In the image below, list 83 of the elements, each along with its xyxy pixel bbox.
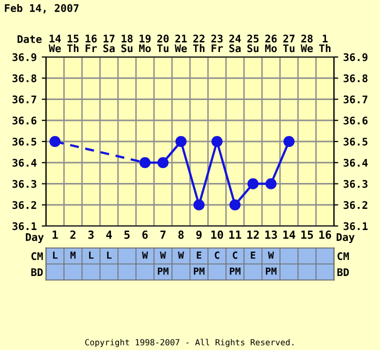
text: C [232, 251, 238, 259]
x-tick-label: 1 Th [319, 34, 330, 52]
point [247, 178, 259, 190]
x-tick-label: 1 [52, 230, 58, 239]
y2-tick-label: 36.6 [344, 116, 368, 124]
y2-tick-label: 36.5 [344, 138, 368, 146]
x-tick-label: 21 We [174, 34, 187, 52]
point [139, 157, 151, 168]
y-tick-label: 36.2 [12, 201, 36, 209]
x-tick-label: 16 [319, 230, 332, 239]
y2-tick-label: 36.2 [344, 201, 368, 209]
x-tick-label: 20 Tu [157, 34, 169, 52]
text: C [214, 251, 220, 259]
y2-tick-label: 36.8 [344, 74, 368, 82]
text: L [107, 252, 112, 259]
x-tick-label: 15 [301, 230, 313, 239]
point [49, 136, 61, 148]
text: E [196, 252, 202, 259]
y-tick-label: 36.8 [12, 74, 36, 82]
point [157, 157, 169, 168]
x-tick-label: 6 [142, 230, 148, 239]
text: PM [158, 268, 168, 275]
x-tick-label: 26 Mo [265, 34, 277, 52]
text: W [268, 252, 274, 259]
text: L [89, 252, 94, 259]
x-tick-label: 17 Sa [103, 34, 115, 52]
x-tick-label: 14 We [48, 34, 61, 52]
text: W [142, 252, 148, 259]
point [283, 136, 295, 148]
point [211, 136, 223, 148]
point [175, 136, 187, 148]
x-tick-label: 8 [178, 230, 184, 239]
y2-tick-label: 36.1 [344, 222, 368, 230]
y-tick-label: 36.7 [12, 95, 36, 104]
x-axis-title: Date [18, 35, 42, 44]
x-tick-label: 27 Tu [283, 34, 294, 52]
text: W [178, 252, 184, 259]
y-tick-label: 36.3 [12, 180, 36, 188]
x-tick-label: 23 Fr [211, 34, 223, 52]
x-tick-label: 22 Th [193, 34, 204, 52]
x-tick-label: 16 Fr [86, 34, 97, 52]
y2-tick-label: CM [338, 252, 349, 260]
y-tick-label: 36.5 [12, 138, 36, 146]
y-tick-label: 36.4 [12, 158, 37, 167]
text: Day [336, 233, 355, 244]
x-tick-label: 9 [196, 230, 202, 239]
y2-tick-label: 36.4 [344, 158, 368, 167]
text: PM [194, 268, 204, 275]
text: PM [230, 268, 240, 275]
x-tick-label: 18 Su [121, 34, 133, 52]
y-tick-label: 36.6 [12, 116, 36, 124]
y2-tick-label: 36.7 [344, 95, 368, 104]
text: M [70, 252, 76, 259]
x-axis-title: Day [26, 233, 44, 244]
point [265, 178, 277, 190]
x-tick-label: 3 [88, 230, 94, 239]
x-tick-label: 19 Mo [139, 34, 151, 52]
x-tick-label: 13 [265, 230, 277, 239]
x-tick-label: 10 [211, 230, 224, 239]
x-tick-label: 28 We [300, 34, 313, 52]
text: PM [266, 268, 276, 275]
x-tick-label: 12 [247, 230, 259, 239]
x-tick-label: 5 [124, 230, 130, 239]
y2-tick-label: 36.9 [344, 53, 368, 62]
x-tick-label: 24 Sa [229, 34, 241, 52]
chart-title: Feb 14, 2007 [4, 4, 78, 14]
text: L [53, 252, 58, 259]
x-tick-label: 15 Th [67, 34, 79, 52]
text: E [250, 252, 256, 259]
x-tick-label: 4 [106, 230, 112, 239]
x-tick-label: 7 [160, 230, 166, 239]
y2-tick-label: BD [337, 268, 349, 276]
x-tick-label: 14 [283, 230, 296, 239]
point [193, 199, 205, 210]
y-tick-label: 36.1 [12, 222, 36, 230]
x-tick-label: 25 Su [247, 34, 259, 52]
y2-tick-label: 36.3 [344, 180, 368, 188]
y-tick-label: 36.9 [12, 53, 36, 62]
x-tick-label: 11 [229, 230, 242, 239]
text: Copyright 1998-2007 - All Rights Reserved. [85, 338, 294, 348]
text: W [160, 252, 166, 259]
x-tick-label: 2 [70, 230, 76, 239]
point [229, 199, 241, 210]
